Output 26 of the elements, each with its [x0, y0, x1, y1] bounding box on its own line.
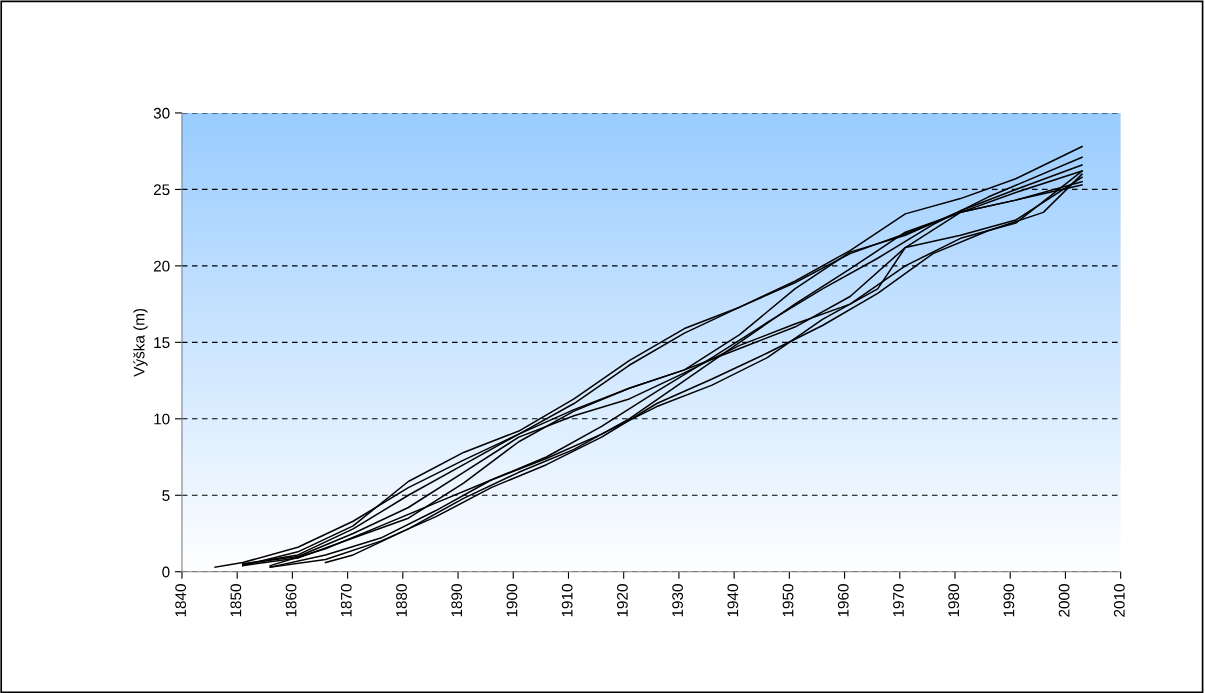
- x-tick-label: 1890: [451, 584, 463, 617]
- x-tick-label: 1850: [230, 584, 242, 617]
- x-tick-label: 1910: [561, 584, 573, 617]
- y-tick-label: 30: [153, 107, 170, 119]
- x-tick-label: 2000: [1058, 584, 1070, 617]
- y-tick-label: 15: [154, 337, 170, 349]
- x-tick-label: 1950: [782, 584, 794, 617]
- x-tick-label: 1930: [672, 584, 684, 617]
- x-tick-label: 1880: [396, 584, 407, 617]
- y-tick-label: 10: [154, 413, 170, 425]
- x-tick-label: 1960: [837, 584, 849, 617]
- y-axis-title: Výška (m): [133, 308, 148, 377]
- x-tick-label: 1870: [340, 584, 352, 617]
- x-tick-label: 1900: [506, 584, 518, 617]
- x-tick-label: 1980: [948, 584, 960, 617]
- y-tick-label: 25: [153, 184, 170, 196]
- y-tick-label: 20: [153, 260, 170, 272]
- x-tick-label: 2010: [1113, 584, 1125, 617]
- y-tick-label: 5: [162, 490, 170, 501]
- x-tick-label: 1860: [285, 584, 297, 617]
- x-tick-label: 1940: [727, 584, 739, 617]
- x-tick-label: 1920: [616, 584, 628, 617]
- x-tick-label: 1990: [1003, 584, 1015, 617]
- y-tick-label: 0: [162, 566, 170, 578]
- x-tick-label: 1840: [175, 584, 187, 617]
- x-tick-label: 1970: [893, 584, 904, 617]
